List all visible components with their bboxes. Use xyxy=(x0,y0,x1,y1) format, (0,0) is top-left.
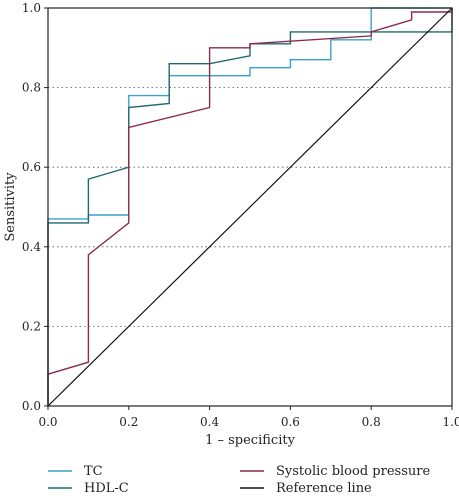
y-tick-label-1: 0.2 xyxy=(22,319,41,333)
x-tick-label-4: 0.8 xyxy=(362,415,381,429)
y-tick-label-2: 0.4 xyxy=(22,240,41,254)
series-line-reference-line xyxy=(47,7,453,407)
legend-label: HDL-C xyxy=(84,481,129,496)
legend-label: Systolic blood pressure xyxy=(276,464,430,479)
x-tick-label-5: 1.0 xyxy=(442,415,459,429)
x-axis-label: 1 – specificity xyxy=(205,433,295,448)
series-layer xyxy=(47,7,453,407)
series-line-systolic-blood-pressure xyxy=(47,8,453,406)
x-tick-label-0: 0.0 xyxy=(38,415,57,429)
x-tick-label-1: 0.2 xyxy=(119,415,138,429)
legend-label: Reference line xyxy=(276,481,372,496)
y-axis-label: Sensitivity xyxy=(3,172,18,242)
y-tick-label-3: 0.6 xyxy=(22,160,41,174)
y-tick-label-5: 1.0 xyxy=(22,1,41,15)
legend-item-tc: TC xyxy=(48,464,103,479)
legend-label: TC xyxy=(84,464,103,479)
plot-frame xyxy=(47,7,453,407)
legend-item-reference-line: Reference line xyxy=(240,481,372,496)
y-tick-label-4: 0.8 xyxy=(22,81,41,95)
legend-item-systolic-blood-pressure: Systolic blood pressure xyxy=(240,464,430,479)
y-tick-label-0: 0.0 xyxy=(22,399,41,413)
legend: TC HDL-C Systolic blood pressure Reference … xyxy=(48,464,430,496)
legend-item-hdl-c: HDL-C xyxy=(48,481,129,496)
x-tick-label-3: 0.6 xyxy=(281,415,300,429)
x-tick-label-2: 0.4 xyxy=(200,415,219,429)
tick-layer: 0.0 0.2 0.4 0.6 0.8 1.0 0.0 0.2 0.4 0.6 0.8 1.0 xyxy=(22,1,459,429)
